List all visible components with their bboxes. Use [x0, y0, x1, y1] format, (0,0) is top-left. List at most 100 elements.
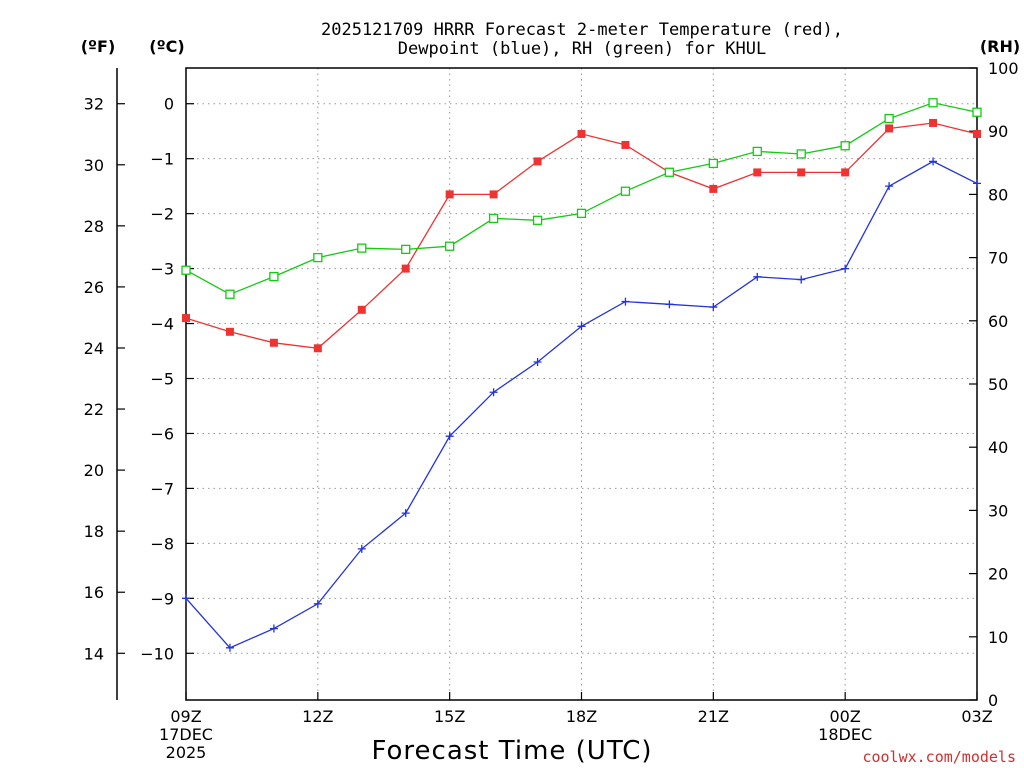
celsius-axis-unit: (ºC) [149, 37, 184, 56]
temperature-point [709, 184, 718, 193]
dewpoint-point [225, 643, 234, 652]
chart-title-line1: 2025121709 HRRR Forecast 2-meter Tempera… [321, 20, 843, 40]
data-series [181, 98, 982, 652]
rh-tick-label: 60 [988, 312, 1008, 331]
x-tick-label: 15Z [434, 707, 465, 726]
dewpoint-point [577, 322, 586, 331]
celsius-tick-label: −6 [150, 424, 174, 443]
fahrenheit-tick-label: 24 [84, 339, 104, 358]
temperature-point [577, 129, 586, 138]
temperature-point [357, 305, 366, 314]
dewpoint-point [929, 157, 938, 166]
rh-tick-label: 10 [988, 628, 1008, 647]
dewpoint-point [313, 599, 322, 608]
rh-point [445, 241, 455, 251]
rh-axis-unit: (RH) [980, 37, 1020, 56]
dewpoint-point [357, 544, 366, 553]
celsius-tick-label: −4 [150, 315, 174, 334]
rh-point [620, 186, 631, 196]
dewpoint-point [797, 275, 806, 284]
axes [116, 67, 978, 701]
fahrenheit-tick-label: 30 [84, 156, 104, 175]
rh-point [532, 215, 543, 225]
temperature-point [973, 129, 981, 138]
rh-point [840, 141, 850, 151]
fahrenheit-tick-label: 28 [84, 217, 104, 236]
rh-point [269, 271, 279, 282]
temperature-point [269, 338, 278, 347]
dewpoint-point [709, 303, 718, 312]
rh-tick-label: 80 [988, 185, 1008, 204]
rh-point [796, 149, 806, 159]
rh-point [752, 146, 762, 157]
rh-point [664, 167, 675, 177]
rh-point [181, 265, 191, 275]
fahrenheit-tick-label: 16 [84, 583, 104, 602]
rh-point [313, 252, 323, 263]
x-tick-label: 17DEC [159, 725, 213, 744]
rh-point [576, 208, 587, 219]
rh-tick-label: 30 [988, 501, 1008, 520]
x-tick-label: 21Z [698, 707, 729, 726]
celsius-tick-label: −1 [150, 150, 174, 169]
temperature-point [885, 124, 894, 133]
rh-point [225, 289, 235, 299]
dewpoint-point [753, 272, 762, 281]
rh-point [928, 98, 938, 108]
dewpoint-point [973, 179, 981, 188]
celsius-tick-label: −3 [150, 260, 174, 279]
celsius-tick-label: −7 [150, 479, 174, 498]
temperature-point [621, 140, 630, 149]
dewpoint-point [885, 182, 894, 191]
dewpoint-point [445, 432, 454, 441]
x-tick-label: 18DEC [818, 725, 872, 744]
grid-lines [185, 68, 978, 700]
temperature-point [533, 157, 542, 166]
rh-tick-label: 40 [988, 438, 1008, 457]
rh-tick-label: 100 [988, 59, 1019, 78]
rh-tick-label: 50 [988, 375, 1008, 394]
temperature-point [401, 264, 410, 273]
x-tick-label: 18Z [566, 707, 597, 726]
x-tick-label: 2025 [166, 743, 207, 762]
rh-point [884, 113, 894, 124]
temperature-point [929, 118, 938, 127]
rh-point [401, 244, 411, 255]
temperature-point [225, 327, 234, 336]
fahrenheit-tick-label: 20 [84, 461, 104, 480]
rh-point [488, 213, 499, 224]
rh-tick-label: 70 [988, 249, 1008, 268]
temperature-point [489, 190, 498, 199]
temperature-point [753, 168, 762, 177]
dewpoint-point [269, 624, 278, 633]
x-tick-label: 03Z [961, 707, 992, 726]
celsius-tick-label: −2 [150, 205, 174, 224]
fahrenheit-axis-unit: (ºF) [81, 37, 116, 56]
fahrenheit-tick-label: 22 [84, 400, 104, 419]
dewpoint-point [489, 388, 498, 397]
celsius-tick-label: 0 [164, 95, 174, 114]
temperature-point [841, 168, 850, 177]
celsius-tick-label: −9 [150, 589, 174, 608]
temperature-point [445, 190, 454, 199]
dewpoint-point [533, 358, 542, 367]
dewpoint-point [665, 300, 674, 309]
rh-point [357, 243, 367, 253]
temperature-point [313, 344, 322, 353]
rh-tick-label: 20 [988, 565, 1008, 584]
celsius-tick-label: −5 [150, 370, 174, 389]
x-axis-label: Forecast Time (UTC) [371, 736, 652, 766]
x-tick-label: 00Z [830, 707, 861, 726]
dewpoint-point [401, 509, 410, 518]
rh-tick-label: 0 [988, 691, 998, 710]
rh-point [708, 158, 718, 169]
tick-labels: 0 −1 −2 −3 −4 −5 −6 −7 −8 −9 −10 32 30 28 26 24 22 20 18 16… [84, 59, 1019, 762]
series-temperature [182, 118, 981, 353]
celsius-tick-label: −8 [150, 534, 174, 553]
rh-point [972, 107, 982, 117]
x-tick-label: 09Z [170, 707, 201, 726]
rh-tick-label: 90 [988, 122, 1008, 141]
fahrenheit-tick-label: 14 [84, 644, 104, 663]
fahrenheit-tick-label: 32 [84, 95, 104, 114]
